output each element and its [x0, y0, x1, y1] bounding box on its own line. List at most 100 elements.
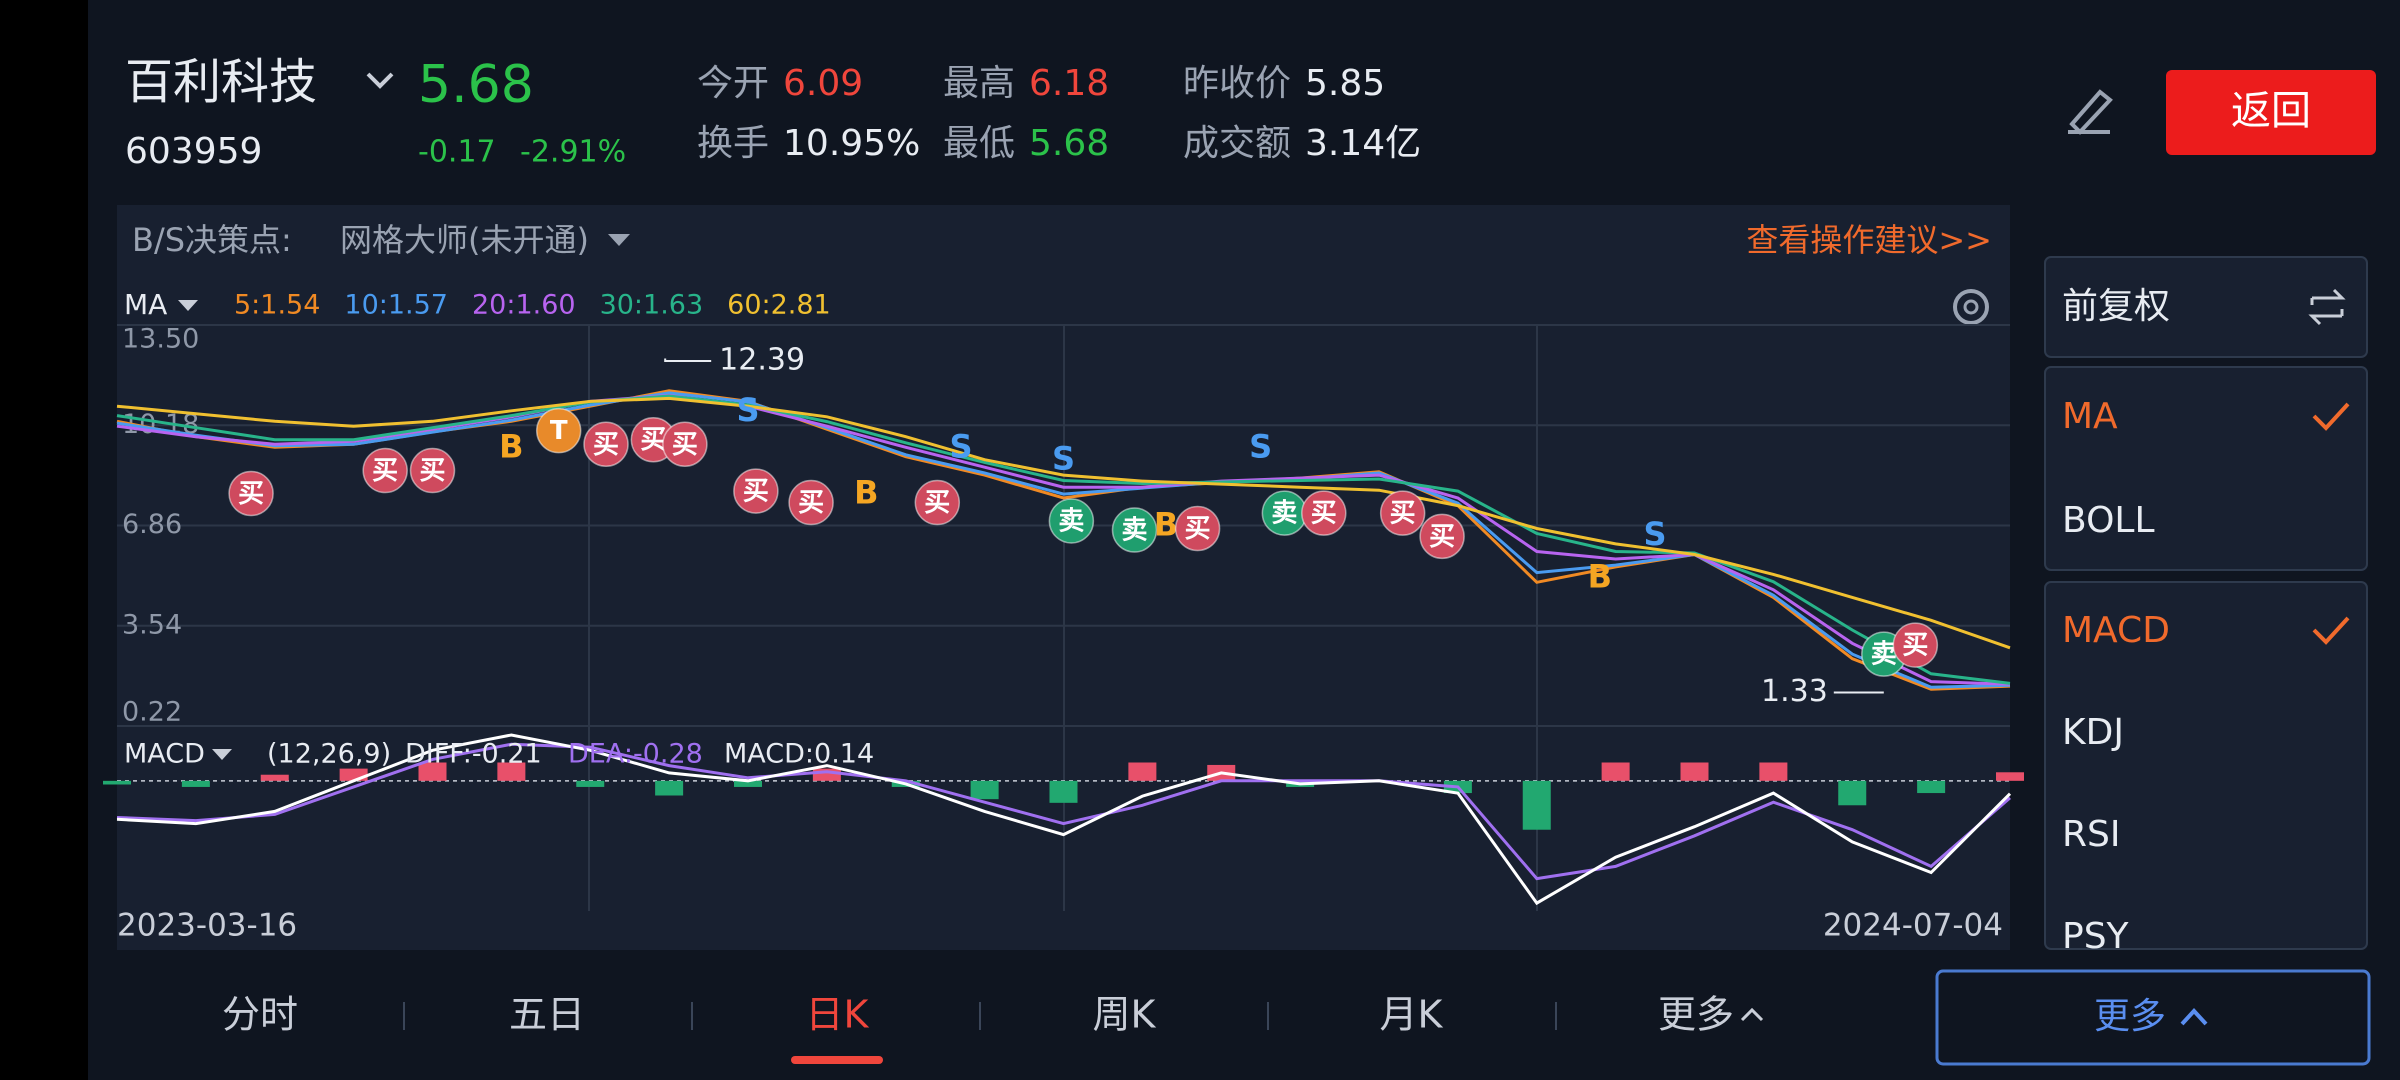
stat-value: 10.95% — [783, 123, 920, 164]
stat-value: 6.18 — [1029, 63, 1109, 104]
stat-value: 3.14亿 — [1305, 123, 1421, 164]
sub-indicator-box — [2044, 581, 2368, 950]
signal-badge — [1892, 622, 1939, 668]
macd-bar — [418, 762, 447, 781]
macd-bar — [260, 774, 289, 781]
macd-arrow — [212, 749, 232, 760]
advice-link[interactable]: 查看操作建议>> — [1746, 221, 1992, 259]
stock-price: 5.68 — [418, 55, 534, 115]
y-tick-label: 0.22 — [122, 697, 182, 728]
adjust-icon — [2308, 288, 2346, 326]
signal-label: 卖 — [1058, 506, 1084, 536]
stock-name: 百利科技 — [125, 54, 317, 110]
macd-bar — [970, 780, 999, 800]
signal-label: 卖 — [1871, 640, 1897, 670]
signal-label: 买 — [924, 488, 950, 518]
edit-icon[interactable] — [2068, 89, 2113, 135]
high-label: 12.39 — [719, 343, 805, 378]
signal-label: S — [1052, 440, 1075, 478]
back-button-label[interactable]: 返回 — [2231, 88, 2311, 134]
macd-bar — [103, 780, 131, 785]
price-change-pct: -2.91% — [520, 135, 626, 170]
check-mark — [2312, 616, 2350, 645]
tab-underline — [791, 1056, 883, 1064]
tab[interactable]: 分时 — [222, 993, 298, 1037]
stat-label: 换手 — [697, 123, 769, 164]
signal-badge — [409, 447, 456, 494]
signal-label: 买 — [640, 425, 666, 455]
adjust-box[interactable] — [2044, 256, 2368, 358]
signal-label: B — [1588, 557, 1612, 595]
tab[interactable]: 月K — [1380, 993, 1444, 1037]
signal-label: 买 — [593, 430, 619, 460]
signal-label: 买 — [1390, 499, 1416, 529]
macd-params: (12,26,9) — [267, 739, 391, 770]
indicator-option[interactable]: BOLL — [2062, 500, 2155, 541]
macd-bar — [1601, 762, 1630, 781]
dropdown-arrow[interactable] — [366, 72, 394, 89]
signal-badge — [1301, 490, 1347, 536]
y-tick-label: 3.54 — [122, 609, 182, 640]
signal-badge — [362, 447, 408, 494]
signal-badge — [914, 479, 961, 526]
tab[interactable]: 周K — [1093, 993, 1157, 1037]
legend-entry: 30:1.63 — [600, 290, 704, 321]
settings-icon[interactable] — [1953, 289, 1989, 325]
macd-bar — [655, 780, 684, 796]
more-arrow — [2180, 1008, 2208, 1026]
indicator-arrow — [178, 300, 198, 311]
tab[interactable]: 五日 — [509, 993, 585, 1037]
signal-badge — [1419, 513, 1465, 560]
macd-bar — [339, 768, 368, 781]
signal-badge — [1174, 505, 1221, 552]
macd-bar — [1838, 780, 1867, 806]
signal-badge — [1048, 498, 1095, 544]
signal-badge — [733, 468, 779, 514]
signal-badge — [228, 470, 274, 517]
indicator-name[interactable]: MA — [124, 288, 167, 321]
macd-bar — [734, 780, 762, 787]
stat-value: 6.09 — [783, 63, 863, 104]
more-button-label[interactable]: 更多 — [2094, 996, 2166, 1037]
legend-entry: 10:1.57 — [344, 290, 448, 321]
end-date: 2024-07-04 — [1823, 908, 2003, 944]
signal-label: 买 — [419, 456, 445, 486]
start-date: 2023-03-16 — [117, 908, 297, 944]
tab[interactable]: 更多 — [1658, 993, 1734, 1037]
grid-tool[interactable]: 网格大师(未开通) — [340, 221, 589, 259]
signal-badge — [788, 479, 834, 526]
macd-bar — [1680, 762, 1709, 781]
signal-label: B — [854, 473, 878, 511]
macd-bar — [1759, 762, 1788, 781]
legend-entry: 60:2.81 — [727, 290, 831, 321]
y-tick-label: 6.86 — [122, 509, 182, 540]
stat-value: 5.68 — [1029, 123, 1109, 164]
indicator-option[interactable]: PSY — [2062, 916, 2130, 957]
macd-bar — [1522, 780, 1551, 830]
signal-label: B — [1154, 506, 1178, 544]
ma-line — [116, 396, 2011, 650]
more-button[interactable] — [1935, 969, 2371, 1066]
stat-label: 最高 — [943, 63, 1015, 104]
tab-more-arrow — [1740, 1007, 1764, 1022]
tool-arrow — [608, 234, 630, 246]
adjust-label[interactable]: 前复权 — [2062, 286, 2170, 327]
indicator-option[interactable]: KDJ — [2062, 712, 2124, 753]
signal-label: S — [1644, 515, 1667, 553]
main-indicator-box — [2044, 366, 2368, 571]
macd-name: MACD — [124, 739, 205, 770]
signal-label: S — [736, 391, 759, 429]
back-button[interactable] — [2166, 70, 2376, 155]
indicator-option[interactable]: RSI — [2062, 814, 2120, 855]
indicator-option[interactable]: MA — [2062, 396, 2118, 437]
tab[interactable]: 日K — [806, 993, 870, 1037]
macd-bar — [576, 780, 605, 787]
indicator-option[interactable]: MACD — [2062, 610, 2170, 651]
check-mark — [2312, 402, 2350, 431]
macd-bar — [181, 780, 210, 787]
stat-label: 昨收价 — [1183, 63, 1291, 104]
signal-badge — [583, 421, 629, 468]
stock-code: 603959 — [125, 131, 262, 172]
stat-label: 今开 — [697, 63, 769, 104]
